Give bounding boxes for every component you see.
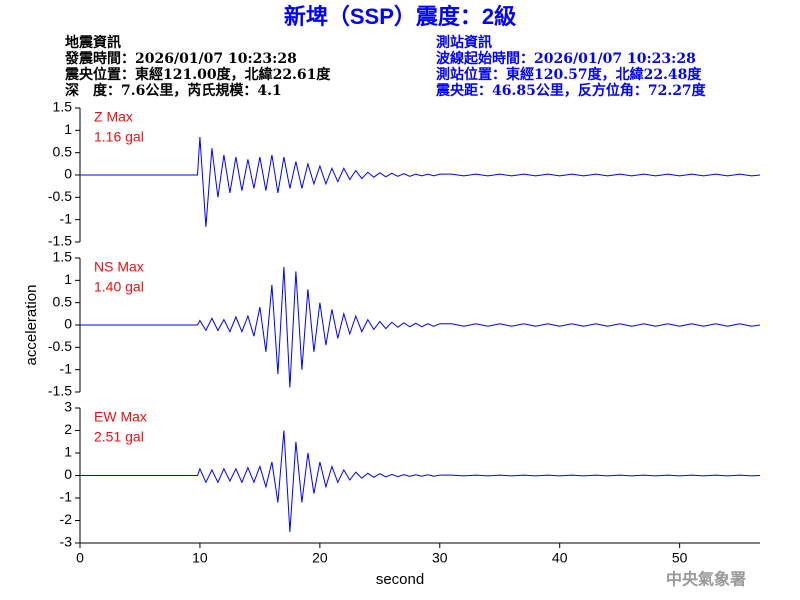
info-line: 發震時間：2026/01/07 10:23:28 [64,50,297,67]
y-tick-label: 0 [64,466,72,482]
info-heading: 測站資訊 [436,34,492,51]
y-tick-label: -2 [60,511,73,527]
info-line: 波線起始時間：2026/01/07 10:23:28 [436,50,696,67]
footer-logo: 中央氣象署 [666,570,746,589]
y-tick-label: 3 [64,399,72,415]
x-tick-label: 20 [312,550,328,566]
y-tick-label: -0.5 [48,188,72,204]
x-tick-label: 40 [552,550,568,566]
y-tick-label: 1 [64,444,72,460]
y-tick-label: 0 [64,316,72,332]
x-tick-label: 50 [672,550,688,566]
max-value: 1.16 gal [94,129,144,145]
info-line: 深 度：7.6公里，芮氏規模：4.1 [65,82,282,99]
y-tick-label: -3 [60,534,73,550]
y-axis-label: acceleration [23,285,40,366]
x-tick-label: 30 [432,550,448,566]
y-tick-label: -1.5 [48,233,72,249]
info-line: 測站位置：東經120.57度，北緯22.48度 [436,66,702,83]
waveform [80,430,761,533]
y-tick-label: 2 [64,421,72,437]
x-axis-label: second [376,571,424,588]
y-tick-label: 1 [64,271,72,287]
y-tick-label: 1 [64,121,72,137]
y-tick-label: 1.5 [53,99,73,115]
y-tick-label: -1.5 [48,383,72,399]
y-tick-label: 0.5 [53,293,73,309]
page-title: 新埤（SSP）震度：2級 [284,4,516,29]
x-tick-label: 0 [76,550,84,566]
y-tick-label: -1 [60,489,73,505]
waveform [80,266,761,388]
y-tick-label: -1 [60,210,73,226]
max-label: Z Max [94,109,133,125]
y-tick-label: -1 [60,360,73,376]
x-tick-label: 10 [192,550,208,566]
max-value: 1.40 gal [94,279,144,295]
y-tick-label: -0.5 [48,338,72,354]
y-tick-label: 0.5 [53,143,73,159]
max-label: NS Max [94,259,144,275]
y-tick-label: 1.5 [53,249,73,265]
y-tick-label: 0 [64,166,72,182]
info-heading: 地震資訊 [65,34,121,51]
waveform [80,136,761,227]
info-line: 震央位置：東經121.00度，北緯22.61度 [64,66,331,83]
max-label: EW Max [94,409,147,425]
info-line: 震央距：46.85公里，反方位角：72.27度 [435,82,707,99]
max-value: 2.51 gal [94,429,144,445]
